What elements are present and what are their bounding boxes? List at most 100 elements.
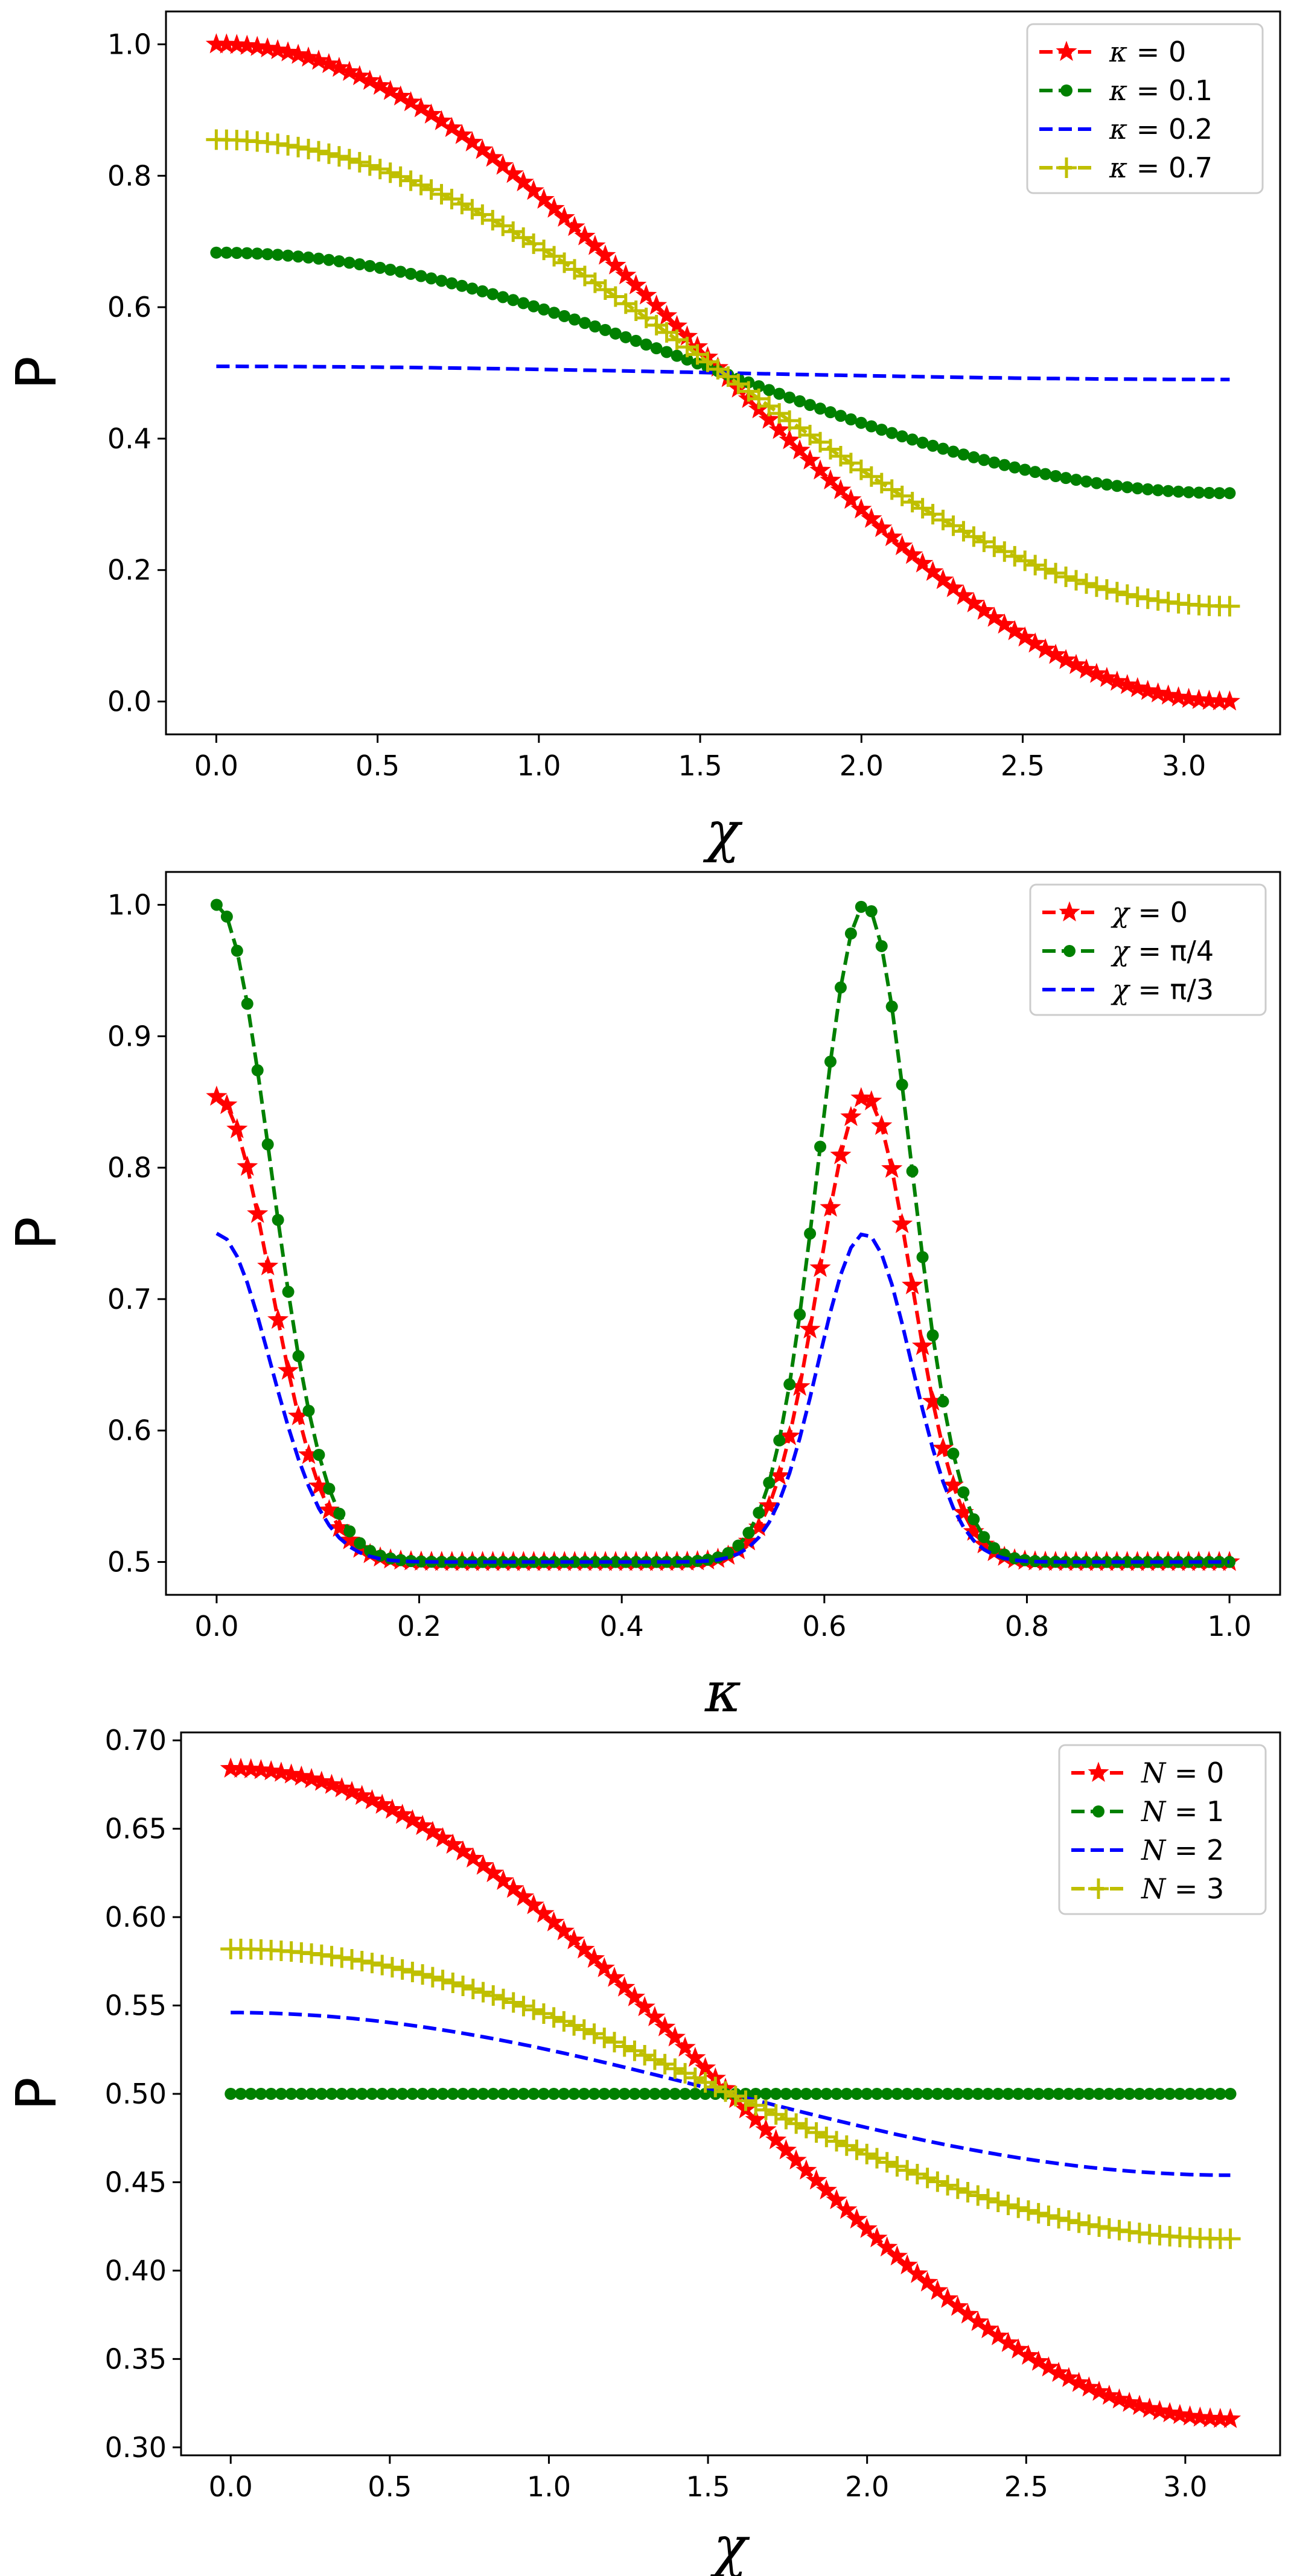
data-point bbox=[998, 459, 1011, 471]
data-point bbox=[826, 2189, 847, 2210]
data-point bbox=[336, 2088, 348, 2100]
data-point bbox=[435, 1556, 448, 1568]
data-point bbox=[346, 2088, 359, 2100]
panel-2-yticks: 0.5 0.6 0.7 0.8 0.9 1.0 bbox=[107, 888, 166, 1579]
data-point bbox=[292, 1350, 305, 1363]
data-point bbox=[1004, 545, 1025, 567]
data-point bbox=[871, 1115, 893, 1135]
y-tick-label: 0.4 bbox=[107, 422, 151, 455]
data-point bbox=[1133, 2088, 1146, 2100]
data-point bbox=[502, 162, 524, 183]
data-point bbox=[953, 521, 974, 542]
data-point bbox=[840, 2088, 853, 2100]
x-tick-label: 3.0 bbox=[1163, 2470, 1207, 2503]
legend-label: χ = π/3 bbox=[1111, 973, 1214, 1006]
data-point bbox=[775, 2139, 797, 2160]
data-point bbox=[1219, 690, 1240, 711]
data-point bbox=[1131, 482, 1144, 495]
data-point bbox=[809, 459, 831, 480]
data-point bbox=[247, 1203, 269, 1223]
data-point bbox=[987, 2192, 1009, 2212]
data-point bbox=[523, 1999, 544, 2020]
data-point bbox=[671, 349, 683, 362]
data-point bbox=[625, 274, 647, 294]
data-point bbox=[486, 288, 499, 301]
data-point bbox=[937, 2288, 958, 2308]
data-point bbox=[441, 188, 462, 209]
data-point bbox=[608, 2088, 620, 2100]
panel-1-axes-frame bbox=[165, 10, 1281, 736]
legend-label: χ = 0 bbox=[1111, 896, 1188, 929]
data-point bbox=[351, 1950, 372, 1971]
data-point bbox=[885, 427, 898, 439]
data-point bbox=[1076, 658, 1097, 679]
panel-3-axes-frame bbox=[180, 1731, 1281, 2457]
data-point bbox=[795, 2117, 817, 2139]
data-point bbox=[503, 1992, 524, 2013]
series-line bbox=[215, 1095, 1230, 1564]
data-point bbox=[288, 136, 309, 157]
x-tick-label: 1.0 bbox=[517, 749, 561, 782]
chart-panel-2: 0.0 0.2 0.4 0.6 0.8 1.0 0.50.60.70.80.91.0 P … bbox=[4, 871, 1281, 1725]
data-point bbox=[471, 139, 493, 159]
y-tick-label: 0.2 bbox=[107, 554, 151, 587]
y-tick-label: 1.0 bbox=[107, 888, 151, 921]
data-point bbox=[993, 613, 1015, 634]
data-point bbox=[467, 2088, 479, 2100]
data-point bbox=[210, 898, 223, 911]
legend-label: κ = 0.7 bbox=[1109, 151, 1213, 184]
data-point bbox=[947, 1448, 960, 1460]
data-point bbox=[1098, 2384, 1120, 2405]
data-point bbox=[1178, 687, 1200, 708]
data-point bbox=[773, 387, 786, 400]
panel-1-legend: κ = 0 κ = 0.1 κ = 0.2 κ = 0.7 bbox=[1026, 23, 1264, 194]
data-point bbox=[820, 469, 841, 490]
data-point bbox=[311, 1770, 333, 1791]
data-point bbox=[974, 531, 995, 552]
data-point bbox=[669, 2088, 681, 2100]
data-point bbox=[390, 166, 411, 187]
panel-1-xlabel: χ bbox=[703, 800, 743, 864]
data-point bbox=[260, 1760, 282, 1781]
data-point bbox=[931, 2088, 944, 2100]
data-point bbox=[548, 307, 561, 319]
data-point bbox=[779, 429, 800, 450]
data-point bbox=[1219, 596, 1240, 617]
data-point bbox=[1106, 670, 1128, 691]
data-point bbox=[1214, 2088, 1226, 2100]
data-point bbox=[476, 285, 489, 297]
data-point bbox=[951, 2088, 964, 2100]
data-point bbox=[431, 183, 452, 205]
data-point bbox=[216, 1093, 238, 1115]
data-point bbox=[861, 507, 882, 528]
data-point bbox=[887, 2156, 908, 2177]
panel-3-plot-area bbox=[220, 1757, 1241, 2428]
data-point bbox=[846, 2208, 868, 2229]
data-point bbox=[1080, 1556, 1092, 1568]
data-point bbox=[937, 2175, 958, 2196]
data-point bbox=[457, 2088, 470, 2100]
data-point bbox=[917, 2271, 939, 2292]
data-point bbox=[834, 981, 847, 994]
data-point bbox=[527, 300, 540, 313]
data-point bbox=[406, 2088, 419, 2100]
data-point bbox=[1065, 654, 1087, 674]
data-point bbox=[412, 1814, 433, 1835]
data-point bbox=[318, 143, 339, 164]
data-point bbox=[537, 2088, 550, 2100]
data-point bbox=[1137, 588, 1158, 609]
data-point bbox=[629, 334, 642, 347]
data-point bbox=[483, 1985, 504, 2006]
data-point bbox=[623, 1986, 645, 2006]
data-point bbox=[432, 1970, 453, 1991]
data-point bbox=[850, 1087, 872, 1107]
data-point bbox=[462, 199, 483, 220]
data-point bbox=[783, 1378, 796, 1391]
y-tick-label: 1.0 bbox=[107, 28, 151, 60]
data-point bbox=[1088, 2380, 1110, 2401]
x-tick-label: 0.0 bbox=[209, 2470, 253, 2503]
data-point bbox=[584, 235, 606, 255]
data-point bbox=[840, 1105, 862, 1127]
data-point bbox=[610, 1556, 622, 1568]
legend-item: κ = 0.1 bbox=[1039, 74, 1213, 107]
